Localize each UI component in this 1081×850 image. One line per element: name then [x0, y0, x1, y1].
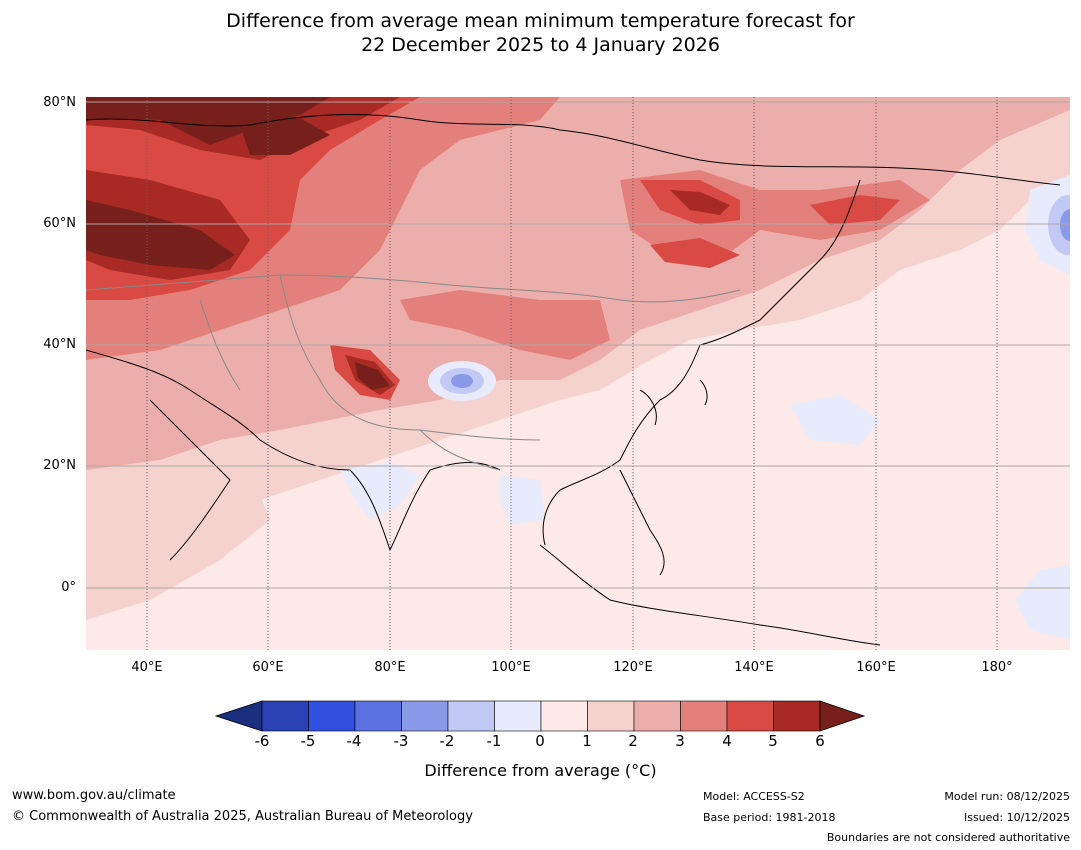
colorbar-tick: 2 [628, 732, 638, 750]
map-title-line2: 22 December 2025 to 4 January 2026 [361, 34, 720, 56]
lon-label-180: 180° [981, 660, 1013, 675]
lat-label-80n: 80°N [43, 95, 76, 110]
colorbar-tick: 0 [535, 732, 545, 750]
anomaly-zone-5-6-siberia [670, 190, 730, 215]
anomaly-zone-cool-date-line [1015, 565, 1070, 640]
lon-label-120e: 120°E [613, 660, 653, 675]
lon-label-80e: 80°E [374, 660, 406, 675]
colorbar-segment [354, 700, 402, 732]
colorbar-extend-high [819, 700, 866, 732]
colorbar [214, 700, 866, 732]
colorbar-tick: 6 [815, 732, 825, 750]
copyright-text: © Commonwealth of Australia 2025, Austra… [12, 809, 473, 824]
map-plot-area [86, 97, 1070, 650]
colorbar-tick: -1 [486, 732, 502, 750]
anomaly-zone-cool-india [340, 462, 420, 520]
model-run-date: Model run: 08/12/2025 [944, 790, 1070, 803]
colorbar-tick: 4 [722, 732, 732, 750]
lat-label-0: 0° [61, 580, 76, 595]
colorbar-tick: 1 [582, 732, 592, 750]
longitude-gridlines [146, 97, 998, 650]
lon-label-60e: 60°E [252, 660, 284, 675]
anomaly-zone-4-5-east [810, 195, 900, 225]
colorbar-segment [401, 700, 449, 732]
colorbar-segment [540, 700, 588, 732]
issued-date: Issued: 10/12/2025 [963, 811, 1070, 824]
anomaly-zone-above-6-kara [240, 118, 330, 155]
map-title: Difference from average mean minimum tem… [0, 9, 1081, 57]
colorbar-tick: -3 [393, 732, 409, 750]
colorbar-segment [726, 700, 774, 732]
anomaly-zone-above-6-russia [86, 200, 235, 270]
coastlines [86, 114, 1061, 646]
colorbar-tick: -4 [346, 732, 362, 750]
colorbar-tick: 3 [675, 732, 685, 750]
lon-label-40e: 40°E [131, 660, 163, 675]
lat-label-60n: 60°N [43, 216, 76, 231]
colorbar-segment [447, 700, 495, 732]
base-period: Base period: 1981-2018 [703, 811, 836, 824]
country-borders [86, 274, 741, 471]
anomaly-zone-cool-bering [1048, 195, 1070, 255]
boundaries-disclaimer: Boundaries are not considered authoritat… [826, 831, 1070, 844]
colorbar-segment [773, 700, 821, 732]
lon-label-140e: 140°E [734, 660, 774, 675]
colorbar-segment [261, 700, 309, 732]
lon-label-160e: 160°E [856, 660, 896, 675]
colorbar-tick: -5 [300, 732, 316, 750]
anomaly-zone-3-4-central [400, 290, 610, 360]
lat-label-40n: 40°N [43, 337, 76, 352]
colorbar-tick: -2 [439, 732, 455, 750]
model-name: Model: ACCESS-S2 [703, 790, 805, 803]
anomaly-zone-cool-pacific [790, 395, 880, 445]
colorbar-segment [633, 700, 681, 732]
anomaly-zone-4-5-amur [650, 238, 740, 268]
colorbar-tick: -6 [254, 732, 270, 750]
lon-label-100e: 100°E [491, 660, 531, 675]
latitude-gridlines [86, 101, 1070, 589]
anomaly-zone-1-2-arabia [86, 420, 270, 620]
anomaly-zone-cool-tibet-3 [451, 374, 473, 388]
colorbar-segment [308, 700, 356, 732]
colorbar-segment [680, 700, 728, 732]
colorbar-title: Difference from average (°C) [424, 761, 657, 780]
colorbar-segment [494, 700, 542, 732]
anomaly-zone-cool-bering-2 [1060, 209, 1070, 241]
map-title-line1: Difference from average mean minimum tem… [226, 10, 855, 32]
anomaly-zone-above-6-karakoram [355, 362, 390, 390]
colorbar-segment [587, 700, 635, 732]
website-link[interactable]: www.bom.gov.au/climate [12, 788, 176, 803]
colorbar-tick: 5 [768, 732, 778, 750]
lat-label-20n: 20°N [43, 458, 76, 473]
colorbar-extend-low [214, 700, 263, 732]
